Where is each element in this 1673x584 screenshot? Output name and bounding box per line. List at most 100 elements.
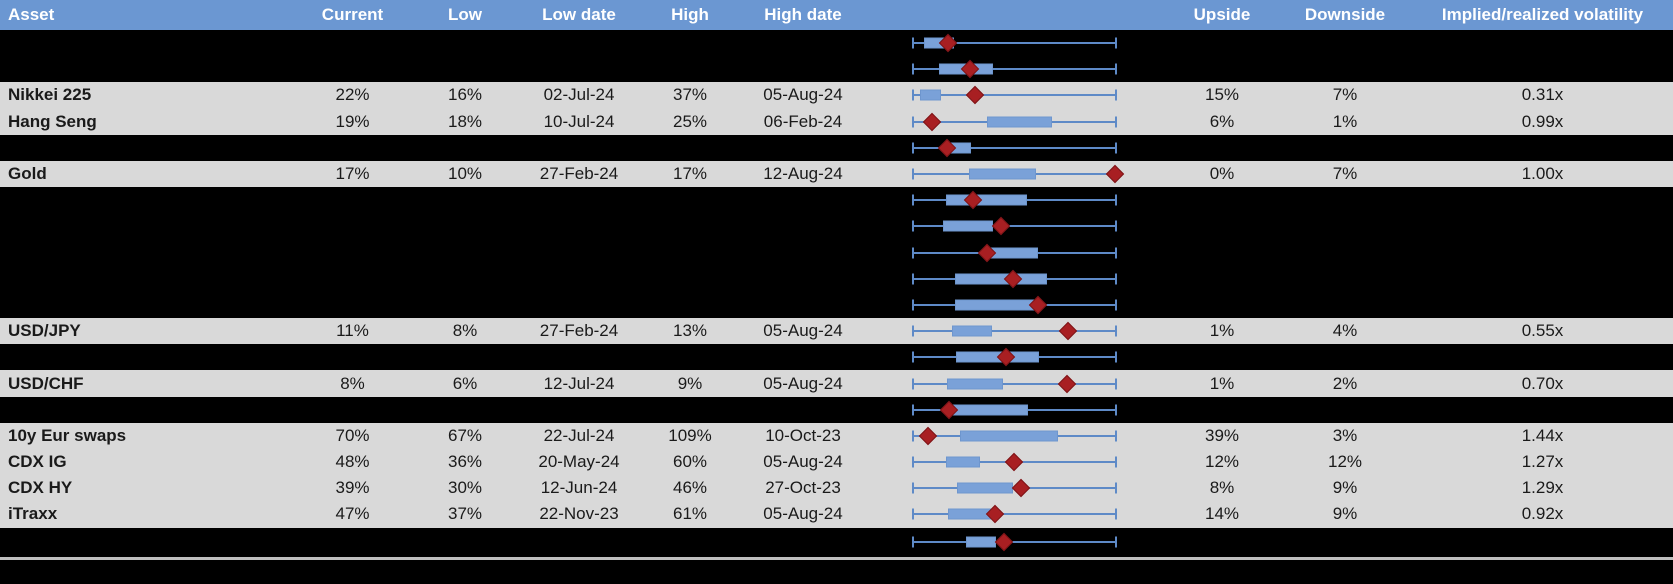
whisker-cap-left — [912, 536, 914, 548]
cell-asset — [0, 56, 300, 82]
whisker-line — [912, 94, 1117, 97]
current-level-diamond-icon — [965, 86, 985, 105]
cell-high — [633, 187, 747, 213]
whisker-cap-left — [912, 116, 914, 128]
cell-downside — [1278, 292, 1412, 318]
table-row: Gold 17% 10% 27-Feb-24 17% 12-Aug-24 0% … — [0, 160, 1673, 188]
cell-high-date — [747, 30, 859, 56]
whisker-cap-right — [1115, 482, 1117, 494]
range-box — [947, 378, 1003, 390]
cell-high-date: 05-Aug-24 — [763, 504, 843, 524]
cell-range-chart — [859, 213, 1166, 239]
cell-implied-realized — [1412, 187, 1673, 213]
cell-low — [405, 240, 525, 266]
cell-asset: iTraxx — [8, 504, 58, 524]
cell-downside — [1278, 56, 1412, 82]
whisker-cap-left — [912, 456, 914, 468]
range-boxplot — [912, 109, 1117, 135]
cell-low-date — [525, 213, 633, 239]
current-level-diamond-icon — [994, 532, 1014, 552]
whisker-line — [912, 541, 1117, 544]
header-upside: Upside — [1193, 5, 1251, 24]
current-level-diamond-icon — [1004, 452, 1024, 472]
range-box — [955, 299, 1035, 311]
range-boxplot — [912, 292, 1117, 318]
cell-upside: 0% — [1209, 164, 1235, 184]
cell-downside: 12% — [1327, 452, 1363, 472]
whisker-cap-right — [1115, 89, 1117, 101]
cell-high: 109% — [668, 425, 712, 445]
range-boxplot — [912, 187, 1117, 213]
whisker-cap-left — [912, 508, 914, 520]
cell-high-date: 27-Oct-23 — [765, 478, 841, 498]
range-boxplot — [912, 266, 1117, 292]
cell-low-date — [525, 397, 633, 423]
whisker-cap-right — [1115, 404, 1117, 416]
range-box — [968, 168, 1037, 180]
cell-upside — [1166, 30, 1278, 56]
cell-current: 11% — [336, 321, 369, 341]
cell-low-date: 12-Jul-24 — [543, 373, 615, 393]
cell-asset — [0, 30, 300, 56]
cell-upside: 14% — [1204, 504, 1240, 524]
cell-upside: 12% — [1204, 452, 1240, 472]
cell-asset — [0, 187, 300, 213]
cell-range-chart — [859, 56, 1166, 82]
cell-high-date — [747, 56, 859, 82]
whisker-cap-left — [912, 142, 914, 154]
cell-implied-realized — [1412, 135, 1673, 161]
cell-upside — [1166, 56, 1278, 82]
whisker-cap-left — [912, 404, 914, 416]
header-high-date: High date — [764, 5, 842, 24]
current-level-diamond-icon — [1011, 479, 1031, 498]
cell-downside: 9% — [1332, 478, 1358, 498]
whisker-cap-left — [912, 430, 914, 442]
cell-range-chart — [859, 240, 1166, 266]
whisker-cap-left — [912, 63, 914, 75]
range-boxplot — [912, 423, 1117, 449]
whisker-cap-right — [1115, 247, 1117, 259]
cell-low-date — [525, 240, 633, 266]
range-box — [951, 325, 992, 337]
cell-current — [300, 344, 405, 370]
cell-downside: 7% — [1332, 164, 1358, 184]
header-high: High — [671, 5, 709, 24]
whisker-cap-right — [1115, 220, 1117, 232]
cell-high: 37% — [672, 85, 708, 105]
range-box — [965, 536, 997, 548]
cell-current — [300, 292, 405, 318]
cell-high-date — [747, 213, 859, 239]
cell-high-date: 05-Aug-24 — [763, 321, 843, 341]
whisker-line — [912, 42, 1117, 45]
cell-high: 61% — [672, 504, 708, 524]
cell-implied-realized: 1.44x — [1521, 425, 1564, 445]
whisker-cap-right — [1115, 273, 1117, 285]
cell-asset: Nikkei 225 — [8, 85, 92, 105]
cell-asset: Hang Seng — [8, 111, 97, 131]
cell-upside: 8% — [1209, 478, 1235, 498]
cell-range-chart — [859, 82, 1166, 108]
whisker-cap-right — [1115, 299, 1117, 311]
cell-high-date — [747, 528, 859, 557]
cell-asset — [0, 266, 300, 292]
cell-downside — [1278, 30, 1412, 56]
range-box — [919, 89, 941, 101]
cell-asset — [0, 240, 300, 266]
cell-range-chart — [859, 528, 1166, 557]
whisker-cap-right — [1115, 508, 1117, 520]
cell-implied-realized: 1.27x — [1521, 452, 1564, 472]
whisker-cap-left — [912, 351, 914, 363]
cell-low — [405, 56, 525, 82]
table-row: 10y Eur swaps 70% 67% 22-Jul-24 109% 10-… — [0, 422, 1673, 449]
cell-low — [405, 187, 525, 213]
cell-low: 67% — [447, 425, 483, 445]
table-row — [0, 30, 1673, 57]
cell-high: 25% — [672, 111, 708, 131]
cell-high — [633, 292, 747, 318]
cell-high — [633, 213, 747, 239]
cell-low — [405, 30, 525, 56]
range-boxplot — [912, 475, 1117, 501]
cell-low: 10% — [447, 164, 483, 184]
cell-low: 8% — [452, 321, 478, 341]
cell-implied-realized — [1412, 240, 1673, 266]
